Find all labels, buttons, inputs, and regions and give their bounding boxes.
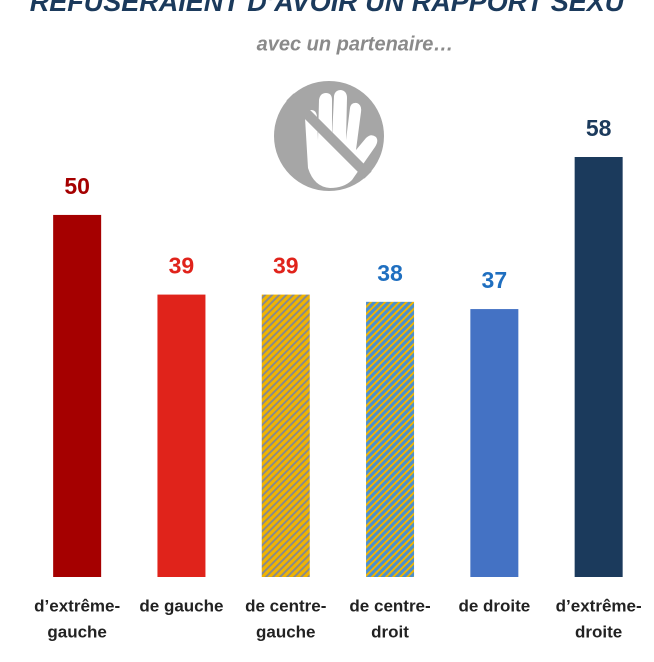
x-tick-label: de droite — [458, 596, 530, 615]
x-tick-label: de gauche — [139, 596, 223, 615]
x-tick-label: gauche — [256, 622, 316, 641]
bar — [366, 301, 415, 577]
x-tick-label: d’extrême- — [556, 596, 642, 615]
x-tick-label: de centre- — [349, 596, 430, 615]
bar — [261, 294, 310, 577]
x-tick-label: gauche — [47, 622, 107, 641]
chart-subtitle: avec un partenaire… — [257, 33, 454, 55]
value-label: 58 — [586, 115, 612, 141]
bar — [470, 309, 519, 577]
x-tick-label: de centre- — [245, 596, 326, 615]
bar — [53, 214, 102, 577]
x-tick-label: d’extrême- — [34, 596, 120, 615]
value-label: 37 — [482, 267, 508, 293]
value-label: 39 — [169, 253, 195, 279]
value-label: 39 — [273, 253, 299, 279]
no-hand-icon — [274, 81, 384, 191]
value-label: 50 — [64, 173, 90, 199]
x-tick-label: droit — [371, 622, 409, 641]
value-label: 38 — [377, 260, 403, 286]
bar — [157, 294, 206, 577]
chart-title: REFUSERAIENT D’AVOIR UN RAPPORT SEXU — [30, 0, 626, 17]
x-tick-label: droite — [575, 622, 622, 641]
bar — [574, 157, 623, 577]
